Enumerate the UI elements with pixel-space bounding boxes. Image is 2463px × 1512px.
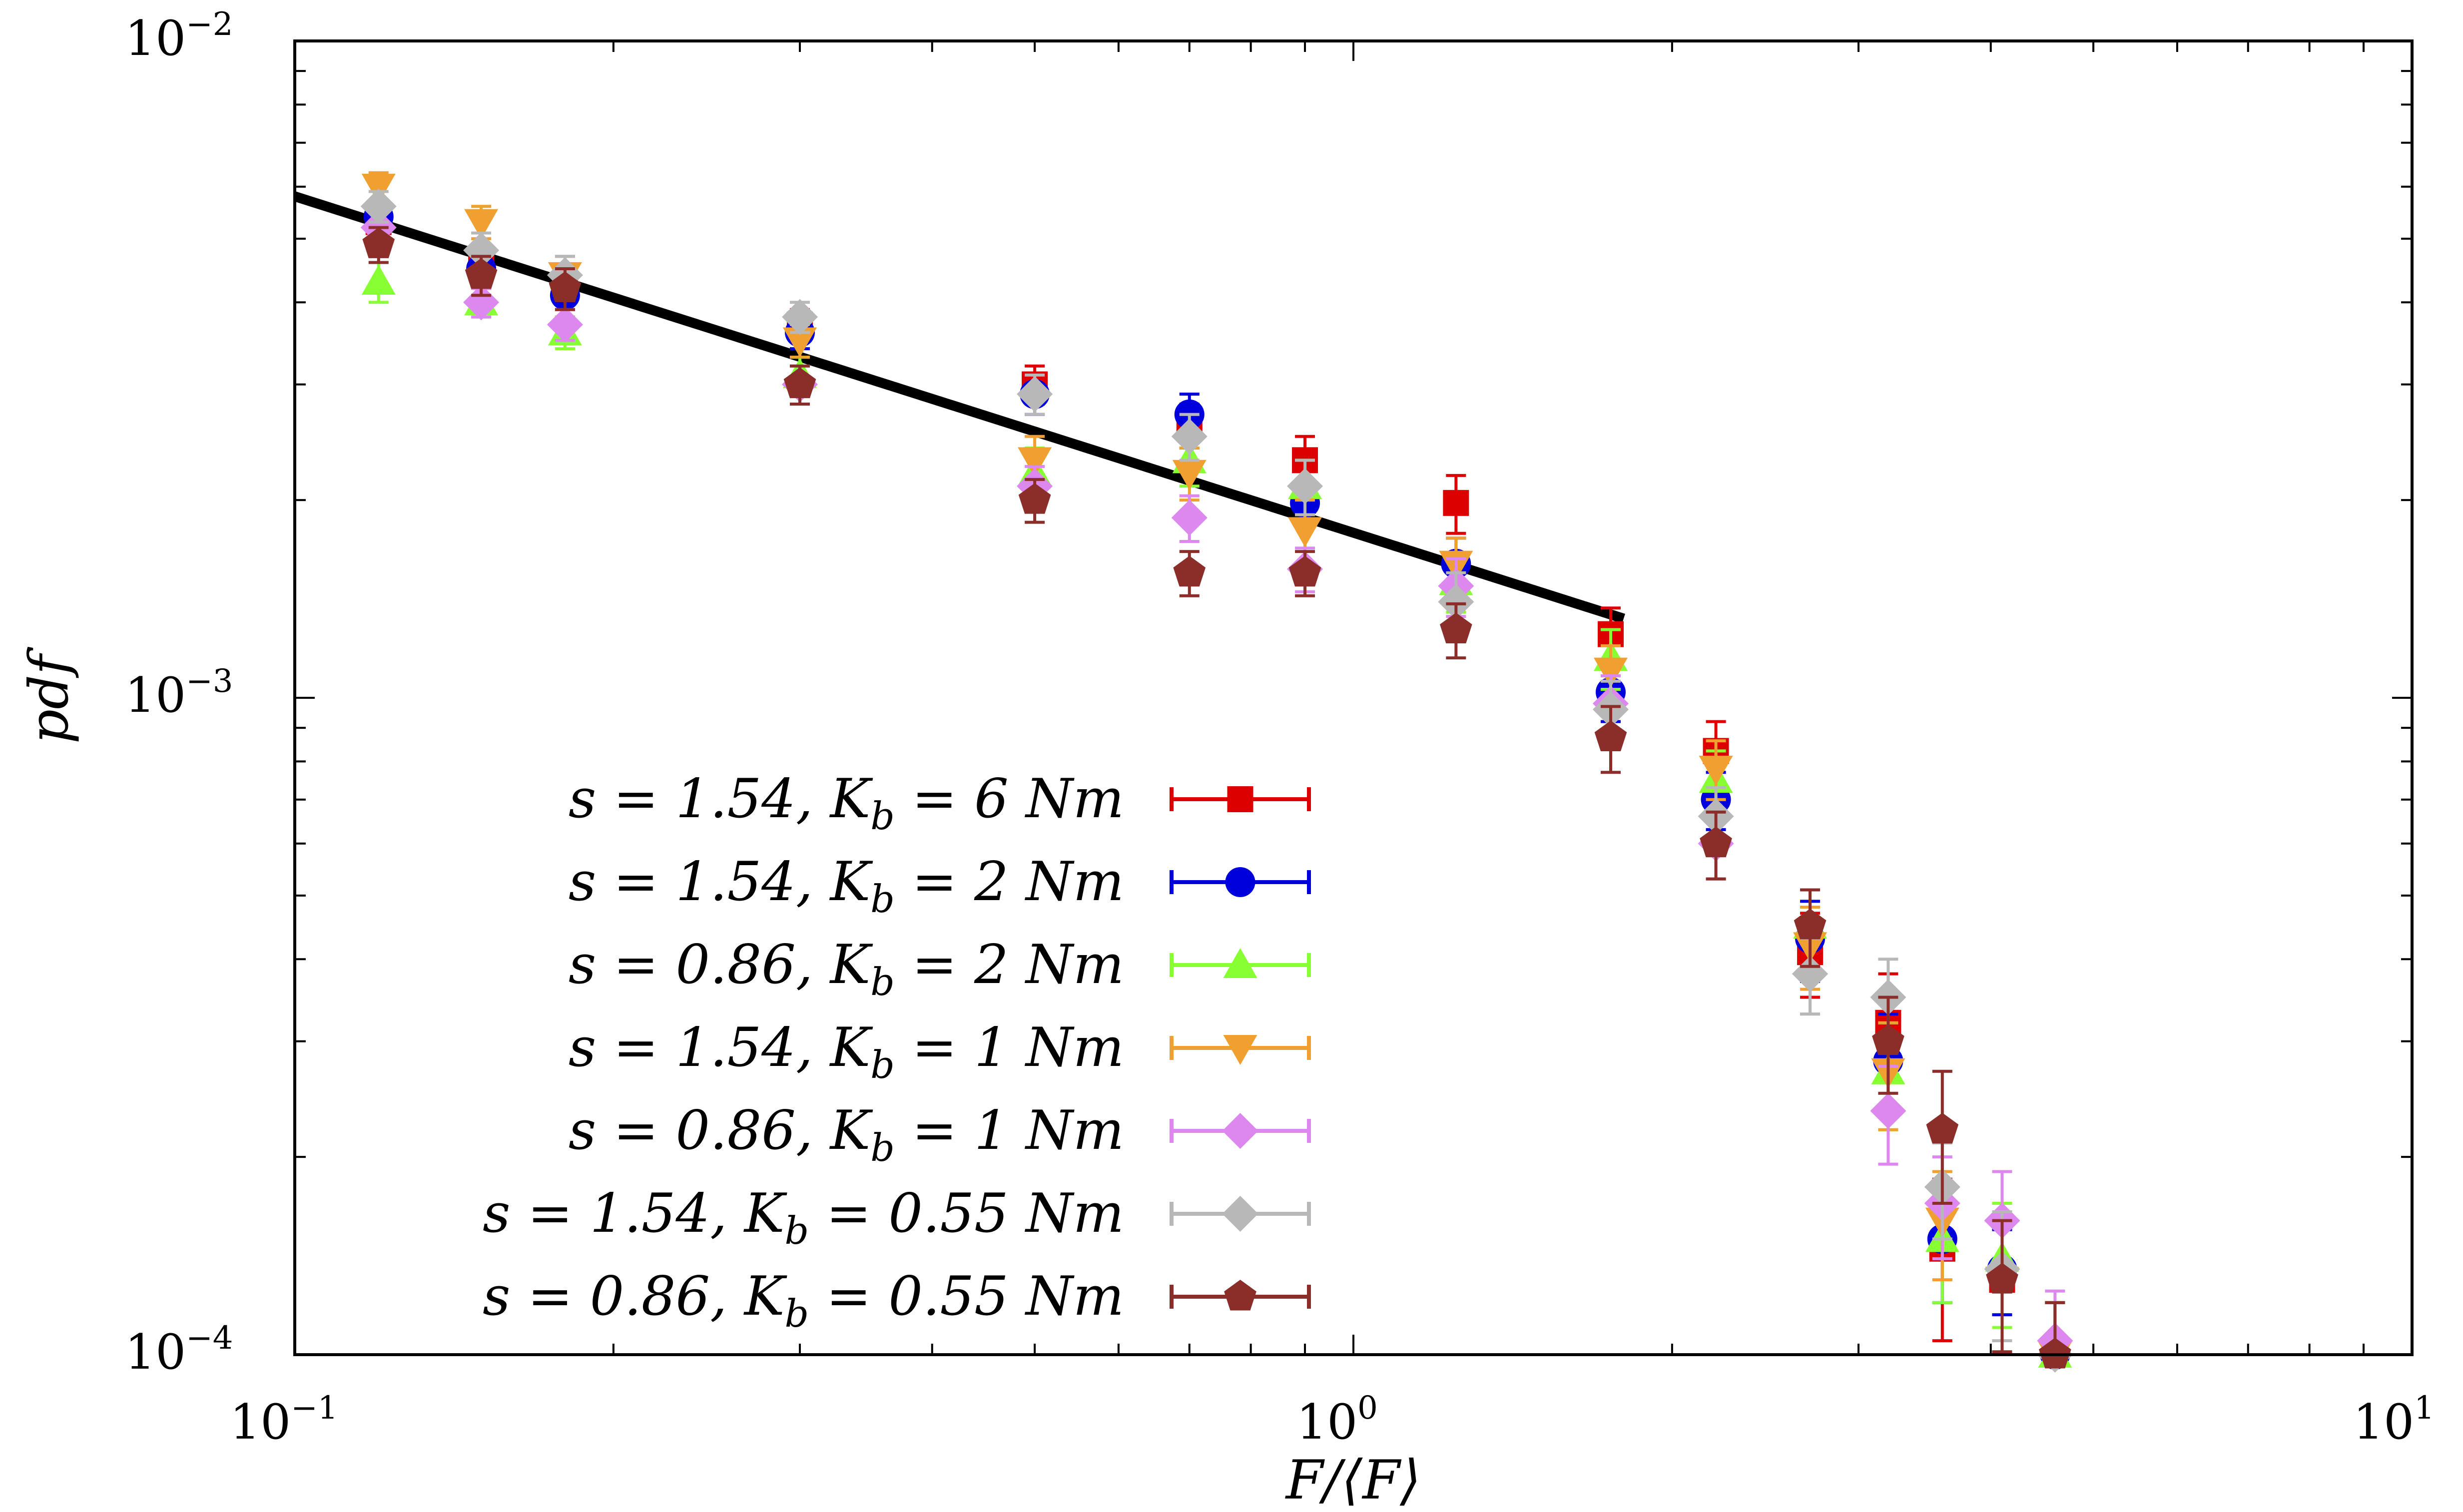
legend: s = 1.54, Kb = 6 Nm s = 1.54, Kb = 2 Nm s … bbox=[483, 768, 1311, 1336]
x-tick-label-2: 101 bbox=[2353, 1390, 2435, 1450]
data-point bbox=[1018, 447, 1052, 478]
legend-marker bbox=[1223, 948, 1257, 978]
y-tick-label-1: 10−3 bbox=[125, 663, 233, 723]
legend-entry-5: s = 1.54, Kb = 0.55 Nm bbox=[483, 1182, 1311, 1253]
data-point bbox=[1792, 956, 1829, 992]
data-point bbox=[1794, 909, 1827, 940]
legend-marker bbox=[1227, 786, 1253, 812]
data-point bbox=[1699, 755, 1733, 786]
data-point bbox=[1440, 612, 1472, 644]
data-point bbox=[1288, 517, 1322, 547]
legend-entry-6: s = 0.86, Kb = 0.55 Nm bbox=[483, 1265, 1311, 1336]
data-point bbox=[1017, 376, 1053, 412]
data-point bbox=[1018, 483, 1051, 514]
data-point bbox=[1171, 418, 1208, 455]
data-points-layer bbox=[360, 171, 2073, 1373]
data-point bbox=[1700, 826, 1732, 858]
power-law-fit-line bbox=[293, 191, 1625, 623]
data-point bbox=[1288, 555, 1321, 587]
data-point bbox=[1287, 468, 1323, 504]
data-point bbox=[1872, 1024, 1904, 1055]
legend-entry-3: s = 1.54, Kb = 1 Nm bbox=[569, 1016, 1311, 1087]
legend-entry-1: s = 1.54, Kb = 2 Nm bbox=[569, 851, 1311, 921]
data-point bbox=[1171, 500, 1208, 536]
power-law-fit-layer bbox=[293, 191, 1625, 623]
legend-label: s = 1.54, Kb = 1 Nm bbox=[569, 1016, 1124, 1087]
data-point bbox=[1173, 555, 1206, 587]
legend-marker bbox=[1223, 1035, 1257, 1065]
data-point bbox=[782, 299, 818, 335]
data-point bbox=[547, 306, 583, 343]
x-tick-label-0: 10−1 bbox=[230, 1390, 338, 1450]
plot-frame bbox=[293, 39, 2414, 1356]
data-point bbox=[463, 232, 500, 269]
data-point bbox=[783, 327, 817, 358]
legend-entry-2: s = 0.86, Kb = 2 Nm bbox=[569, 934, 1311, 1004]
data-point bbox=[1926, 1112, 1959, 1144]
data-point bbox=[1870, 1093, 1906, 1129]
legend-marker bbox=[1222, 1196, 1258, 1232]
data-point bbox=[360, 188, 397, 225]
y-tick-label-0: 10−4 bbox=[125, 1320, 233, 1380]
legend-marker bbox=[1224, 1280, 1256, 1311]
data-point bbox=[464, 209, 499, 239]
data-point bbox=[1986, 1263, 2018, 1294]
legend-entry-0: s = 1.54, Kb = 6 Nm bbox=[569, 768, 1311, 838]
legend-marker bbox=[1225, 867, 1255, 897]
y-axis-label: pdf bbox=[18, 647, 80, 744]
data-point bbox=[1438, 583, 1474, 620]
data-point bbox=[549, 271, 582, 302]
x-axis-label: F/⟨F⟩ bbox=[1285, 1449, 1421, 1512]
data-point bbox=[1172, 460, 1207, 490]
legend-entry-4: s = 0.86, Kb = 1 Nm bbox=[569, 1099, 1311, 1170]
data-point bbox=[465, 258, 498, 289]
legend-label: s = 1.54, Kb = 6 Nm bbox=[569, 768, 1124, 838]
data-point bbox=[362, 227, 395, 258]
data-point bbox=[1594, 720, 1627, 752]
data-point bbox=[1593, 657, 1628, 688]
data-point bbox=[783, 367, 816, 399]
data-point bbox=[1443, 490, 1469, 516]
legend-label: s = 0.86, Kb = 2 Nm bbox=[569, 934, 1124, 1004]
legend-marker bbox=[1222, 1113, 1258, 1149]
legend-label: s = 1.54, Kb = 0.55 Nm bbox=[483, 1182, 1124, 1253]
data-point bbox=[361, 264, 396, 295]
legend-label: s = 0.86, Kb = 1 Nm bbox=[569, 1099, 1124, 1170]
legend-label: s = 0.86, Kb = 0.55 Nm bbox=[483, 1265, 1124, 1336]
series-6 bbox=[362, 226, 2071, 1369]
legend-label: s = 1.54, Kb = 2 Nm bbox=[569, 851, 1124, 921]
y-tick-label-2: 10−2 bbox=[125, 6, 233, 66]
data-point bbox=[2039, 1338, 2071, 1369]
x-tick-label-1: 100 bbox=[1296, 1390, 1378, 1450]
data-point bbox=[463, 284, 500, 321]
